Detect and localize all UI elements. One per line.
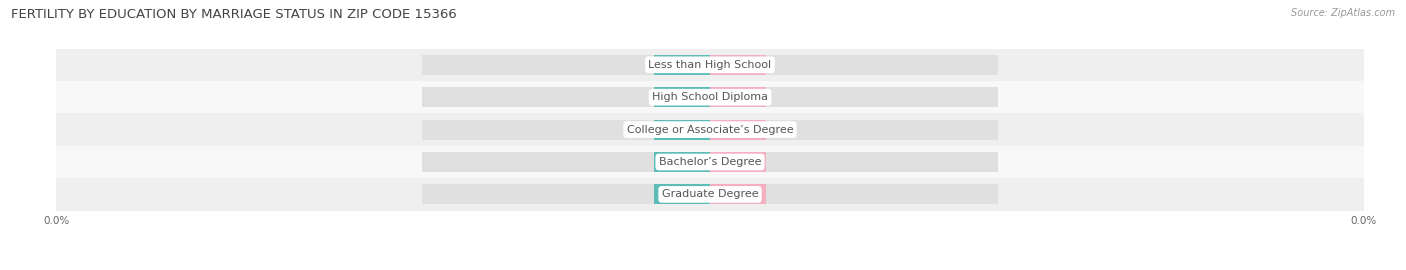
Bar — [710, 120, 998, 140]
Bar — [422, 152, 710, 172]
Bar — [56, 146, 1364, 178]
Bar — [654, 152, 710, 172]
Bar — [654, 184, 710, 204]
Text: 0.0%: 0.0% — [724, 157, 751, 167]
Text: 0.0%: 0.0% — [724, 92, 751, 102]
Text: College or Associate’s Degree: College or Associate’s Degree — [627, 124, 793, 135]
Bar — [422, 184, 710, 204]
Bar — [654, 120, 710, 140]
Text: Source: ZipAtlas.com: Source: ZipAtlas.com — [1291, 8, 1395, 18]
Bar — [710, 184, 998, 204]
Bar — [422, 55, 710, 75]
Bar — [710, 55, 998, 75]
Bar — [710, 55, 766, 75]
Text: Less than High School: Less than High School — [648, 60, 772, 70]
Bar — [710, 152, 998, 172]
Bar — [710, 87, 998, 107]
Bar — [56, 178, 1364, 211]
Bar — [422, 120, 710, 140]
Bar — [654, 87, 710, 107]
Text: 0.0%: 0.0% — [669, 157, 696, 167]
Bar — [654, 55, 710, 75]
Bar — [56, 113, 1364, 146]
Text: 0.0%: 0.0% — [669, 60, 696, 70]
Text: 0.0%: 0.0% — [669, 189, 696, 200]
Text: 0.0%: 0.0% — [724, 124, 751, 135]
Text: 0.0%: 0.0% — [724, 60, 751, 70]
Bar — [56, 81, 1364, 113]
Text: 0.0%: 0.0% — [724, 189, 751, 200]
Bar — [710, 152, 766, 172]
Text: Graduate Degree: Graduate Degree — [662, 189, 758, 200]
Text: High School Diploma: High School Diploma — [652, 92, 768, 102]
Text: FERTILITY BY EDUCATION BY MARRIAGE STATUS IN ZIP CODE 15366: FERTILITY BY EDUCATION BY MARRIAGE STATU… — [11, 8, 457, 21]
Bar — [56, 49, 1364, 81]
Text: Bachelor’s Degree: Bachelor’s Degree — [659, 157, 761, 167]
Bar — [710, 184, 766, 204]
Bar — [710, 87, 766, 107]
Text: 0.0%: 0.0% — [669, 124, 696, 135]
Text: 0.0%: 0.0% — [669, 92, 696, 102]
Bar — [710, 120, 766, 140]
Bar — [422, 87, 710, 107]
